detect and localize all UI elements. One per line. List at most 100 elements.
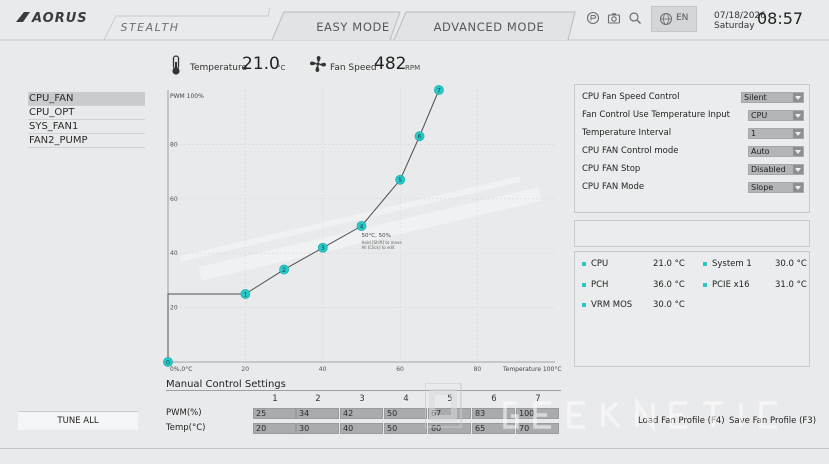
fan-mode-dropdown[interactable]: Slope xyxy=(748,182,804,193)
blank-info-panel xyxy=(574,220,810,247)
curve-point-label: 0 xyxy=(166,358,170,366)
chevron-down-icon xyxy=(793,165,803,174)
thermometer-icon xyxy=(172,55,180,75)
date-display: 07/18/2026 Saturday xyxy=(714,11,766,31)
tab-stealth[interactable]: STEALTH xyxy=(120,21,180,34)
globe-icon xyxy=(660,13,672,25)
sensor-label-vrm: VRM MOS xyxy=(591,300,633,310)
sensor-value-cpu: 21.0 °C xyxy=(653,259,685,269)
language-selector[interactable] xyxy=(651,6,697,32)
y-tick-label: 20 xyxy=(170,305,178,312)
sensor-indicator xyxy=(703,283,707,287)
x-tick-label: 80 xyxy=(474,366,482,373)
control-mode-value: Auto xyxy=(751,147,770,156)
language-label: EN xyxy=(676,13,689,23)
temp-cell-5[interactable]: 60 xyxy=(428,423,471,434)
x-tick-label: 60 xyxy=(396,366,404,373)
fan-item-cpu-opt[interactable]: CPU_OPT xyxy=(28,106,145,120)
curve-point-label: 5 xyxy=(398,176,402,184)
tab-easy-mode[interactable]: EASY MODE xyxy=(316,20,390,34)
control-mode-dropdown[interactable]: Auto xyxy=(748,146,804,157)
chevron-down-icon xyxy=(793,111,803,120)
curve-point-6[interactable] xyxy=(414,131,425,142)
y-tick-label: 40 xyxy=(170,250,178,257)
chart-background-watermark xyxy=(179,176,542,281)
sensor-indicator xyxy=(703,262,707,266)
screenshot-camera-icon[interactable] xyxy=(607,11,621,25)
speed-control-value: Silent xyxy=(744,93,767,102)
sensor-label-pch: PCH xyxy=(591,280,609,290)
header-frame xyxy=(0,7,829,41)
fan-mode-value: Slope xyxy=(751,183,774,192)
setting-label-speed-control: CPU Fan Speed Control xyxy=(582,92,680,102)
column-number: 4 xyxy=(403,394,409,404)
temp-cell-3[interactable]: 40 xyxy=(340,423,383,434)
temperature-value: 21.0 xyxy=(242,54,280,74)
setting-label-fan-stop: CPU FAN Stop xyxy=(582,164,641,174)
temp-input-dropdown[interactable]: CPU xyxy=(748,110,804,121)
chart-ticks: 20 40 60 80 20 40 60 80 xyxy=(170,141,481,373)
curve-point-7[interactable] xyxy=(433,85,444,95)
column-number: 2 xyxy=(315,394,321,404)
temp-interval-dropdown[interactable]: 1 xyxy=(748,128,804,139)
pwm-cell-3[interactable]: 42 xyxy=(340,408,383,419)
fan-icon xyxy=(310,56,326,72)
column-number: 3 xyxy=(359,394,365,404)
chart-grid xyxy=(168,90,555,362)
x-tick-label: 40 xyxy=(319,366,327,373)
tune-all-button[interactable]: TUNE ALL xyxy=(18,411,138,430)
weekday-value: Saturday xyxy=(714,21,755,31)
hint-line-2: All [Click] to edit xyxy=(362,245,396,250)
pwm-row-label: PWM(%) xyxy=(166,408,202,418)
header-bar: AORUS STEALTH EASY MODE ADVANCED MODE EN… xyxy=(0,0,829,50)
fan-speed-value: 482 xyxy=(374,54,407,74)
fan-speed-unit: RPM xyxy=(405,64,421,72)
temperature-unit: °C xyxy=(277,64,286,72)
sensor-value-pch: 36.0 °C xyxy=(653,280,685,290)
date-value: 07/18/2026 xyxy=(714,11,766,21)
sensor-value-system1: 30.0 °C xyxy=(775,259,807,269)
curve-point-label: 6 xyxy=(417,133,421,141)
tab-advanced-mode[interactable]: ADVANCED MODE xyxy=(433,20,545,34)
curve-point-3[interactable] xyxy=(317,242,328,253)
curve-point-1[interactable] xyxy=(240,289,251,299)
curve-point-label: 2 xyxy=(282,266,286,274)
curve-point-0[interactable] xyxy=(163,357,173,367)
curve-point-label: 3 xyxy=(321,244,325,252)
pwm-cell-2[interactable]: 34 xyxy=(296,408,339,419)
pwm-cell-1[interactable]: 25 xyxy=(253,408,296,419)
favorite-icon[interactable] xyxy=(586,11,600,25)
fan-item-cpu-fan[interactable]: CPU_FAN xyxy=(28,92,145,106)
temp-cell-4[interactable]: 50 xyxy=(384,423,427,434)
curve-point-4[interactable] xyxy=(356,221,367,231)
fan-item-fan2-pump[interactable]: FAN2_PUMP xyxy=(28,134,145,148)
chevron-down-icon xyxy=(793,183,803,192)
x-tick-label: 20 xyxy=(241,366,249,373)
fan-stop-value: Disabled xyxy=(751,165,786,174)
manual-control-title: Manual Control Settings xyxy=(166,379,286,390)
temp-interval-value: 1 xyxy=(751,129,757,138)
fan-speed-label: Fan Speed xyxy=(330,63,377,73)
curve-point-5[interactable] xyxy=(395,174,406,185)
pwm-cell-4[interactable]: 50 xyxy=(384,408,427,419)
temp-input-value: CPU xyxy=(751,111,768,120)
fan-item-sys-fan1[interactable]: SYS_FAN1 xyxy=(28,120,145,134)
speed-control-dropdown[interactable]: Silent xyxy=(741,92,804,103)
sensor-indicator xyxy=(582,262,586,266)
sensor-label-system1: System 1 xyxy=(712,259,752,269)
load-fan-profile-button[interactable]: Load Fan Profile (F4) xyxy=(638,416,725,426)
column-number: 7 xyxy=(535,394,541,404)
temp-cell-2[interactable]: 30 xyxy=(296,423,339,434)
sensor-value-vrm: 30.0 °C xyxy=(653,300,685,310)
manual-title-divider xyxy=(166,390,561,391)
pwm-cell-6[interactable]: 83 xyxy=(472,408,515,419)
curve-points[interactable]: 0 1 2 3 4 5 6 7 xyxy=(163,85,444,367)
temp-cell-1[interactable]: 20 xyxy=(253,423,296,434)
chevron-down-icon xyxy=(793,93,803,102)
fan-stop-dropdown[interactable]: Disabled xyxy=(748,164,804,175)
save-fan-profile-button[interactable]: Save Fan Profile (F3) xyxy=(729,416,817,426)
brand-text: AORUS xyxy=(31,11,88,25)
search-icon[interactable] xyxy=(628,11,642,25)
curve-point-2[interactable] xyxy=(279,264,289,275)
